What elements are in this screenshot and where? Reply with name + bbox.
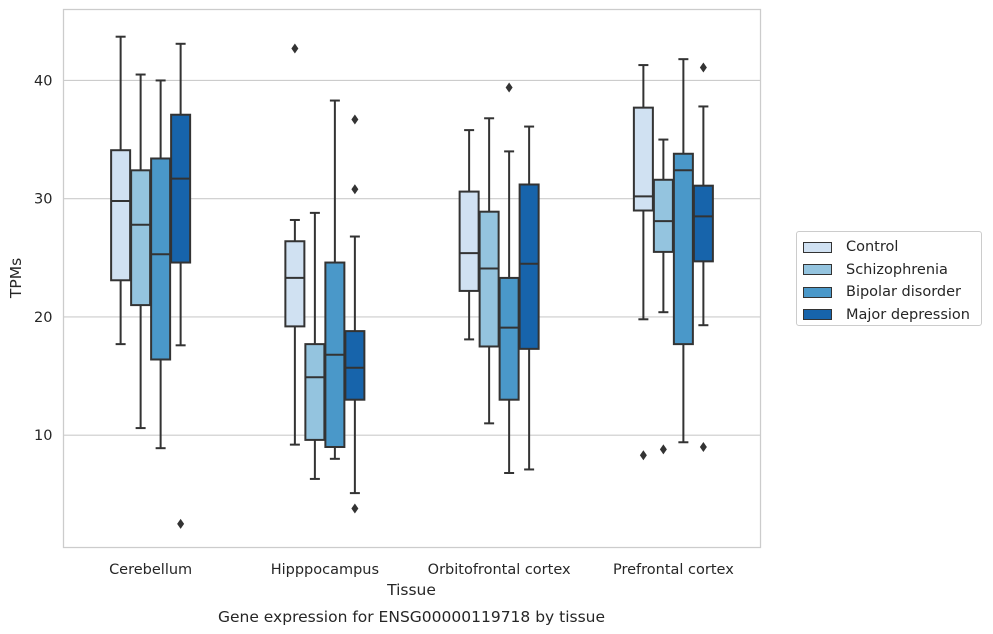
x-tick-label: Hipppocampus [271,562,379,578]
y-tick-label-30: 30 [34,192,52,208]
y-axis-ticks: 10 20 30 40 [34,73,52,444]
box-2-0 [458,129,480,341]
legend-label: Schizophrenia [846,261,948,278]
x-tick-label: Prefrontal cortex [613,562,734,578]
outlier-point [699,441,707,452]
box-0-1 [130,73,152,430]
legend-label: Major depression [846,306,970,323]
box-0-0 [110,35,132,346]
box-3-1 [652,138,674,455]
box-0-3 [170,42,192,529]
box-iqr [632,106,654,212]
outlier-point [351,114,359,125]
y-tick-label-20: 20 [34,310,52,326]
box-iqr [652,178,674,253]
outlier-point [291,43,299,54]
box-2-2 [498,82,520,475]
box-1-1 [304,211,326,480]
box-2-1 [478,117,500,425]
box-iqr [344,330,366,401]
box-1-0 [284,43,306,446]
outlier-point [351,503,359,514]
x-tick-label: Cerebellum [109,562,192,578]
box-iqr [672,152,694,346]
x-tick-label: Orbitofrontal cortex [428,562,571,578]
legend-item: Schizophrenia [803,259,981,282]
outlier-point [177,518,185,529]
box-iqr [130,169,152,307]
x-axis-ticks: Cerebellum Hipppocampus Orbitofrontal cort… [109,562,734,578]
x-axis-label: Tissue [386,581,436,599]
legend-item: Major depression [803,304,981,327]
y-axis-label: TPMs [7,258,25,299]
legend: Control Schizophrenia Bipolar disorder Majo… [796,231,982,326]
box-iqr [284,240,306,328]
outlier-point [699,62,707,73]
legend-item: Control [803,236,981,259]
y-tick-label-40: 40 [34,73,52,89]
outlier-point [659,444,667,455]
box-iqr [518,183,540,350]
box-iqr [692,184,714,263]
legend-label: Bipolar disorder [846,284,961,301]
legend-swatch [803,309,832,321]
box-0-2 [150,79,172,450]
legend-swatch [803,286,832,298]
box-1-3 [344,114,366,514]
legend-label: Control [846,239,899,256]
outlier-point [505,82,513,93]
box-iqr [498,276,520,401]
chart-caption: Gene expression for ENSG00000119718 by t… [218,608,605,626]
box-iqr [150,157,172,361]
legend-item: Bipolar disorder [803,281,981,304]
legend-swatch [803,241,832,253]
box-3-3 [692,62,714,452]
legend-swatch [803,264,832,276]
box-iqr [478,210,500,348]
box-1-2 [324,99,346,460]
y-tick-label-10: 10 [34,428,52,444]
box-3-0 [632,64,654,461]
box-iqr [110,149,132,282]
box-iqr [458,190,480,292]
outlier-point [639,450,647,461]
box-3-2 [672,58,694,444]
box-2-3 [518,125,540,471]
box-iqr [304,343,326,441]
box-iqr [170,113,192,264]
plot-area-frame [62,8,762,549]
outlier-point [351,184,359,195]
boxes [110,35,714,529]
